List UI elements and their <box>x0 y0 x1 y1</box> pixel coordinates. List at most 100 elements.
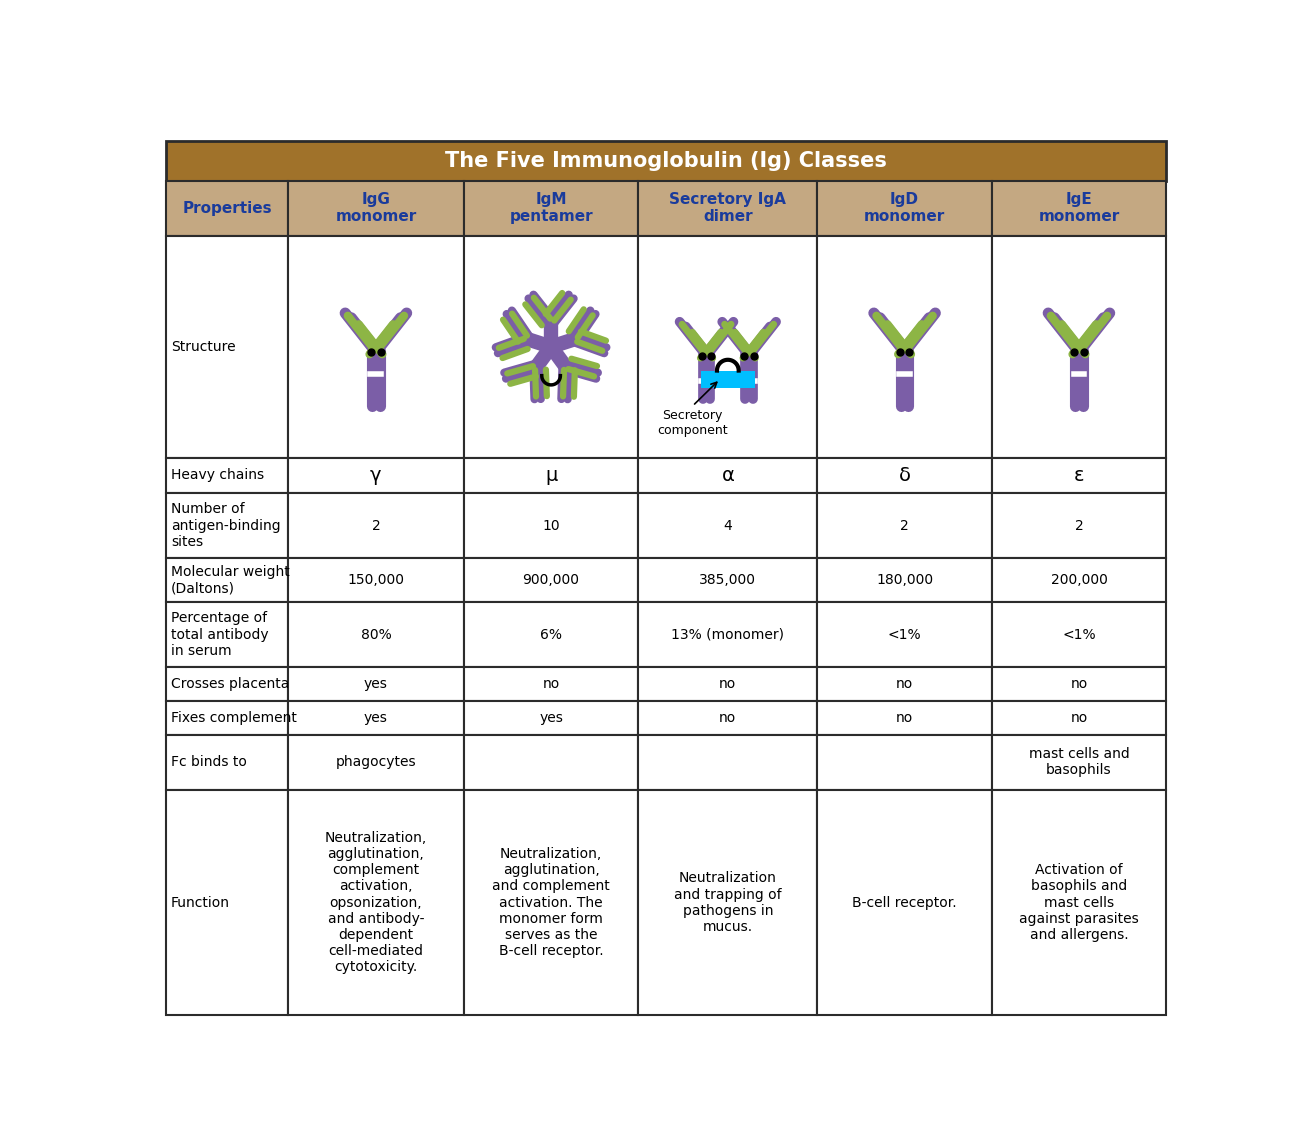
Text: Fc binds to: Fc binds to <box>172 756 247 769</box>
Bar <box>818 236 992 458</box>
Bar <box>992 558 1166 602</box>
Bar <box>166 181 287 236</box>
Bar <box>287 701 464 735</box>
Bar <box>166 790 287 1016</box>
Bar <box>818 602 992 666</box>
Text: μ: μ <box>545 466 558 485</box>
Text: Secretory IgA
dimer: Secretory IgA dimer <box>670 192 786 224</box>
Bar <box>992 236 1166 458</box>
Bar <box>818 558 992 602</box>
Text: Structure: Structure <box>172 340 235 354</box>
Text: Number of
antigen-binding
sites: Number of antigen-binding sites <box>172 503 281 548</box>
Bar <box>818 181 992 236</box>
Text: no: no <box>896 711 913 725</box>
Text: IgM
pentamer: IgM pentamer <box>510 192 593 224</box>
Bar <box>818 790 992 1016</box>
Bar <box>818 493 992 558</box>
Text: δ: δ <box>898 466 910 485</box>
Text: 6%: 6% <box>540 627 562 641</box>
Bar <box>166 493 287 558</box>
Text: no: no <box>542 677 560 690</box>
Bar <box>818 458 992 493</box>
Text: 180,000: 180,000 <box>876 572 933 587</box>
Text: α: α <box>722 466 734 485</box>
Bar <box>638 735 818 790</box>
Bar <box>638 236 818 458</box>
Bar <box>166 236 287 458</box>
Text: IgE
monomer: IgE monomer <box>1039 192 1119 224</box>
Bar <box>166 602 287 666</box>
Text: <1%: <1% <box>1062 627 1096 641</box>
Text: no: no <box>896 677 913 690</box>
Bar <box>166 558 287 602</box>
Text: Percentage of
total antibody
in serum: Percentage of total antibody in serum <box>172 611 269 657</box>
Bar <box>638 493 818 558</box>
Text: phagocytes: phagocytes <box>335 756 416 769</box>
Text: 10: 10 <box>542 519 560 532</box>
Bar <box>992 181 1166 236</box>
Text: <1%: <1% <box>888 627 922 641</box>
Bar <box>638 181 818 236</box>
Bar <box>992 701 1166 735</box>
Text: 2: 2 <box>900 519 909 532</box>
Text: Neutralization,
agglutination,
complement
activation,
opsonization,
and antibody: Neutralization, agglutination, complemen… <box>325 831 426 974</box>
Bar <box>166 141 1166 181</box>
Bar <box>287 558 464 602</box>
Text: Properties: Properties <box>182 200 272 215</box>
Text: The Five Immunoglobulin (Ig) Classes: The Five Immunoglobulin (Ig) Classes <box>446 151 887 171</box>
Text: Fixes complement: Fixes complement <box>172 711 296 725</box>
Bar <box>638 558 818 602</box>
Text: 80%: 80% <box>360 627 391 641</box>
Text: 150,000: 150,000 <box>347 572 404 587</box>
Bar <box>166 735 287 790</box>
Bar <box>638 701 818 735</box>
Bar <box>166 458 287 493</box>
Text: no: no <box>1070 711 1088 725</box>
Text: Crosses placenta: Crosses placenta <box>172 677 290 690</box>
Bar <box>464 735 638 790</box>
Text: B-cell receptor.: B-cell receptor. <box>853 895 957 909</box>
Text: γ: γ <box>370 466 382 485</box>
Bar <box>464 236 638 458</box>
Text: 2: 2 <box>1075 519 1083 532</box>
Bar <box>464 790 638 1016</box>
Text: Secretory
component: Secretory component <box>658 409 728 437</box>
Bar <box>992 790 1166 1016</box>
Text: 385,000: 385,000 <box>699 572 757 587</box>
Bar <box>464 493 638 558</box>
Bar <box>287 493 464 558</box>
Bar <box>464 602 638 666</box>
Text: 4: 4 <box>724 519 732 532</box>
Bar <box>992 458 1166 493</box>
Text: 13% (monomer): 13% (monomer) <box>671 627 784 641</box>
Text: Activation of
basophils and
mast cells
against parasites
and allergens.: Activation of basophils and mast cells a… <box>1019 863 1139 942</box>
Text: yes: yes <box>364 677 387 690</box>
Text: no: no <box>719 677 737 690</box>
Bar <box>992 602 1166 666</box>
Bar <box>638 666 818 701</box>
Bar <box>287 666 464 701</box>
Bar <box>818 666 992 701</box>
Bar <box>464 558 638 602</box>
Bar <box>287 602 464 666</box>
Bar <box>638 790 818 1016</box>
Bar <box>287 790 464 1016</box>
Bar <box>464 458 638 493</box>
Text: ε: ε <box>1074 466 1084 485</box>
Bar <box>166 666 287 701</box>
Bar <box>464 701 638 735</box>
Text: Neutralization,
agglutination,
and complement
activation. The
monomer form
serve: Neutralization, agglutination, and compl… <box>493 847 610 958</box>
Bar <box>464 666 638 701</box>
Text: 2: 2 <box>372 519 381 532</box>
Bar <box>638 602 818 666</box>
Bar <box>638 458 818 493</box>
Bar <box>992 493 1166 558</box>
Bar <box>166 701 287 735</box>
Text: yes: yes <box>364 711 387 725</box>
Text: no: no <box>1070 677 1088 690</box>
Text: yes: yes <box>540 711 563 725</box>
Text: IgG
monomer: IgG monomer <box>335 192 416 224</box>
Text: mast cells and
basophils: mast cells and basophils <box>1028 748 1130 777</box>
Text: no: no <box>719 711 737 725</box>
Bar <box>287 735 464 790</box>
